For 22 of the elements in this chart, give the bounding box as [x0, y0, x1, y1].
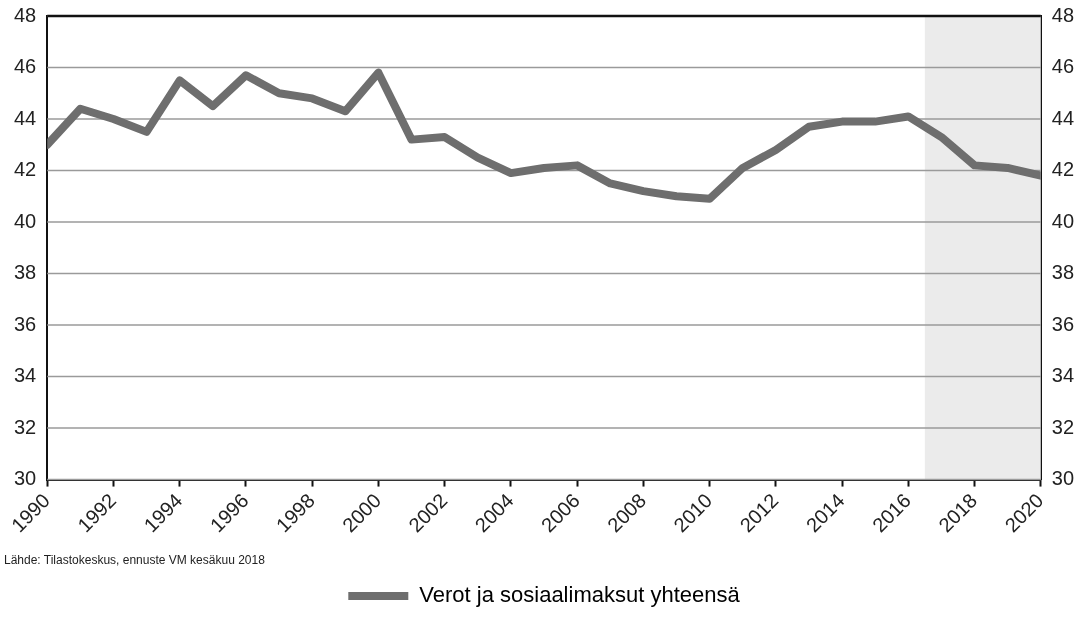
y2-tick-label: 38 — [1051, 261, 1074, 284]
text: Lähde: Tilastokeskus, ennuste VM kesäkuu 2018 — [4, 553, 266, 568]
y2-tick-label: 46 — [1051, 55, 1074, 78]
y2-tick-label: 30 — [1051, 467, 1074, 490]
y2-tick-label: 34 — [1051, 364, 1074, 387]
y2-tick-label: 48 — [1051, 3, 1074, 26]
y-tick-label: 40 — [14, 209, 37, 232]
y-tick-label: 38 — [14, 261, 37, 284]
y2-tick-label: 42 — [1051, 158, 1074, 181]
y2-tick-label: 36 — [1051, 312, 1074, 335]
y2-tick-label: 44 — [1051, 106, 1074, 129]
y-tick-label: 36 — [14, 312, 37, 335]
y2-tick-label: 32 — [1051, 415, 1074, 438]
y-tick-label: 44 — [14, 106, 37, 129]
y-tick-label: 34 — [14, 364, 37, 387]
y-tick-label: 46 — [14, 55, 37, 78]
legend-label: Verot ja sosiaalimaksut yhteensä — [419, 582, 741, 608]
y-tick-label: 48 — [14, 3, 37, 26]
y-tick-label: 42 — [14, 158, 37, 181]
y-tick-label: 32 — [14, 415, 37, 438]
y2-tick-label: 40 — [1051, 209, 1074, 232]
y-tick-label: 30 — [14, 467, 37, 490]
